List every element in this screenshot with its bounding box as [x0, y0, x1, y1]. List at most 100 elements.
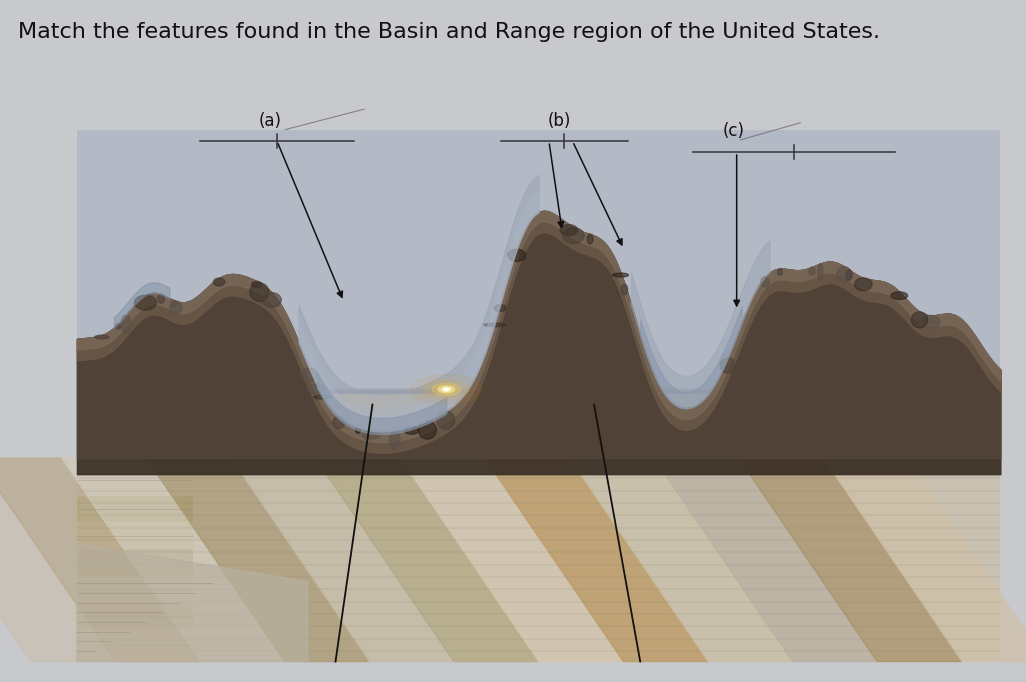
Ellipse shape [855, 278, 872, 291]
Polygon shape [147, 458, 369, 662]
Bar [77, 267, 1000, 389]
Ellipse shape [404, 426, 419, 434]
Bar [77, 522, 193, 549]
Ellipse shape [494, 305, 506, 312]
Bar [77, 196, 1000, 388]
Bar [77, 136, 1000, 387]
Bar [77, 243, 1000, 389]
Bar [77, 344, 1000, 390]
Bar [77, 173, 1000, 388]
Polygon shape [0, 458, 200, 662]
Bar [77, 226, 1000, 389]
Ellipse shape [587, 234, 593, 244]
Bar [77, 207, 1000, 388]
Ellipse shape [622, 284, 628, 295]
Bar [77, 277, 1000, 389]
Bar [77, 237, 1000, 389]
Ellipse shape [808, 267, 816, 275]
Ellipse shape [438, 386, 455, 393]
Bar [77, 290, 1000, 389]
Bar [77, 146, 1000, 387]
Ellipse shape [484, 323, 506, 327]
Bar [77, 273, 1000, 389]
Polygon shape [569, 458, 792, 662]
Bar [77, 247, 1000, 389]
Ellipse shape [170, 301, 182, 314]
Bar [77, 280, 1000, 389]
Ellipse shape [560, 224, 578, 235]
Bar [77, 387, 1000, 390]
Polygon shape [0, 458, 115, 662]
Ellipse shape [845, 270, 853, 280]
Bar [77, 260, 1000, 389]
Bar [77, 496, 193, 522]
Bar [77, 284, 1000, 389]
Ellipse shape [362, 430, 381, 439]
Ellipse shape [134, 295, 156, 310]
Ellipse shape [333, 416, 345, 428]
Bar [77, 213, 1000, 388]
Bar [77, 130, 1000, 387]
Ellipse shape [891, 292, 908, 299]
Ellipse shape [563, 228, 584, 243]
Bar [77, 140, 1000, 387]
Bar [77, 394, 1000, 662]
Bar [77, 317, 1000, 389]
Text: Match the features found in the Basin and Range region of the United States.: Match the features found in the Basin an… [18, 22, 880, 42]
Bar [77, 300, 1000, 389]
Ellipse shape [302, 368, 317, 382]
Ellipse shape [115, 324, 120, 329]
Bar [77, 200, 1000, 388]
Bar [77, 210, 1000, 388]
Bar [77, 216, 1000, 388]
Bar [77, 374, 1000, 390]
Bar [77, 364, 1000, 390]
Ellipse shape [390, 430, 400, 449]
Ellipse shape [761, 277, 770, 287]
Bar [77, 377, 1000, 390]
Ellipse shape [213, 278, 225, 286]
Ellipse shape [356, 428, 360, 433]
Bar [77, 156, 1000, 387]
Ellipse shape [911, 312, 928, 328]
Ellipse shape [720, 358, 736, 373]
Ellipse shape [262, 293, 281, 308]
Bar [77, 391, 1000, 394]
Polygon shape [739, 458, 961, 662]
Bar [77, 367, 1000, 390]
Bar [77, 357, 1000, 390]
Bar [77, 163, 1000, 387]
Bar [77, 270, 1000, 389]
Bar [77, 576, 193, 603]
Ellipse shape [249, 283, 269, 301]
Bar [77, 223, 1000, 388]
Polygon shape [77, 544, 308, 662]
Bar [77, 337, 1000, 390]
Bar [77, 360, 1000, 390]
Ellipse shape [444, 389, 448, 390]
Bar [77, 629, 193, 662]
Ellipse shape [121, 315, 130, 333]
Bar [77, 180, 1000, 388]
Ellipse shape [307, 384, 325, 394]
Polygon shape [655, 458, 877, 662]
Bar [77, 351, 1000, 390]
Bar [77, 183, 1000, 388]
Bar [77, 330, 1000, 389]
Polygon shape [484, 458, 708, 662]
Ellipse shape [508, 249, 525, 261]
Bar [77, 603, 193, 629]
Bar [77, 327, 1000, 389]
Bar [77, 177, 1000, 388]
Ellipse shape [424, 380, 469, 399]
Ellipse shape [94, 336, 109, 339]
Ellipse shape [314, 395, 331, 399]
Ellipse shape [818, 263, 823, 280]
Bar [77, 166, 1000, 387]
Bar [77, 314, 1000, 389]
Bar [77, 203, 1000, 388]
Bar [77, 340, 1000, 390]
Ellipse shape [437, 411, 455, 429]
Bar [77, 370, 1000, 390]
Bar [77, 170, 1000, 387]
